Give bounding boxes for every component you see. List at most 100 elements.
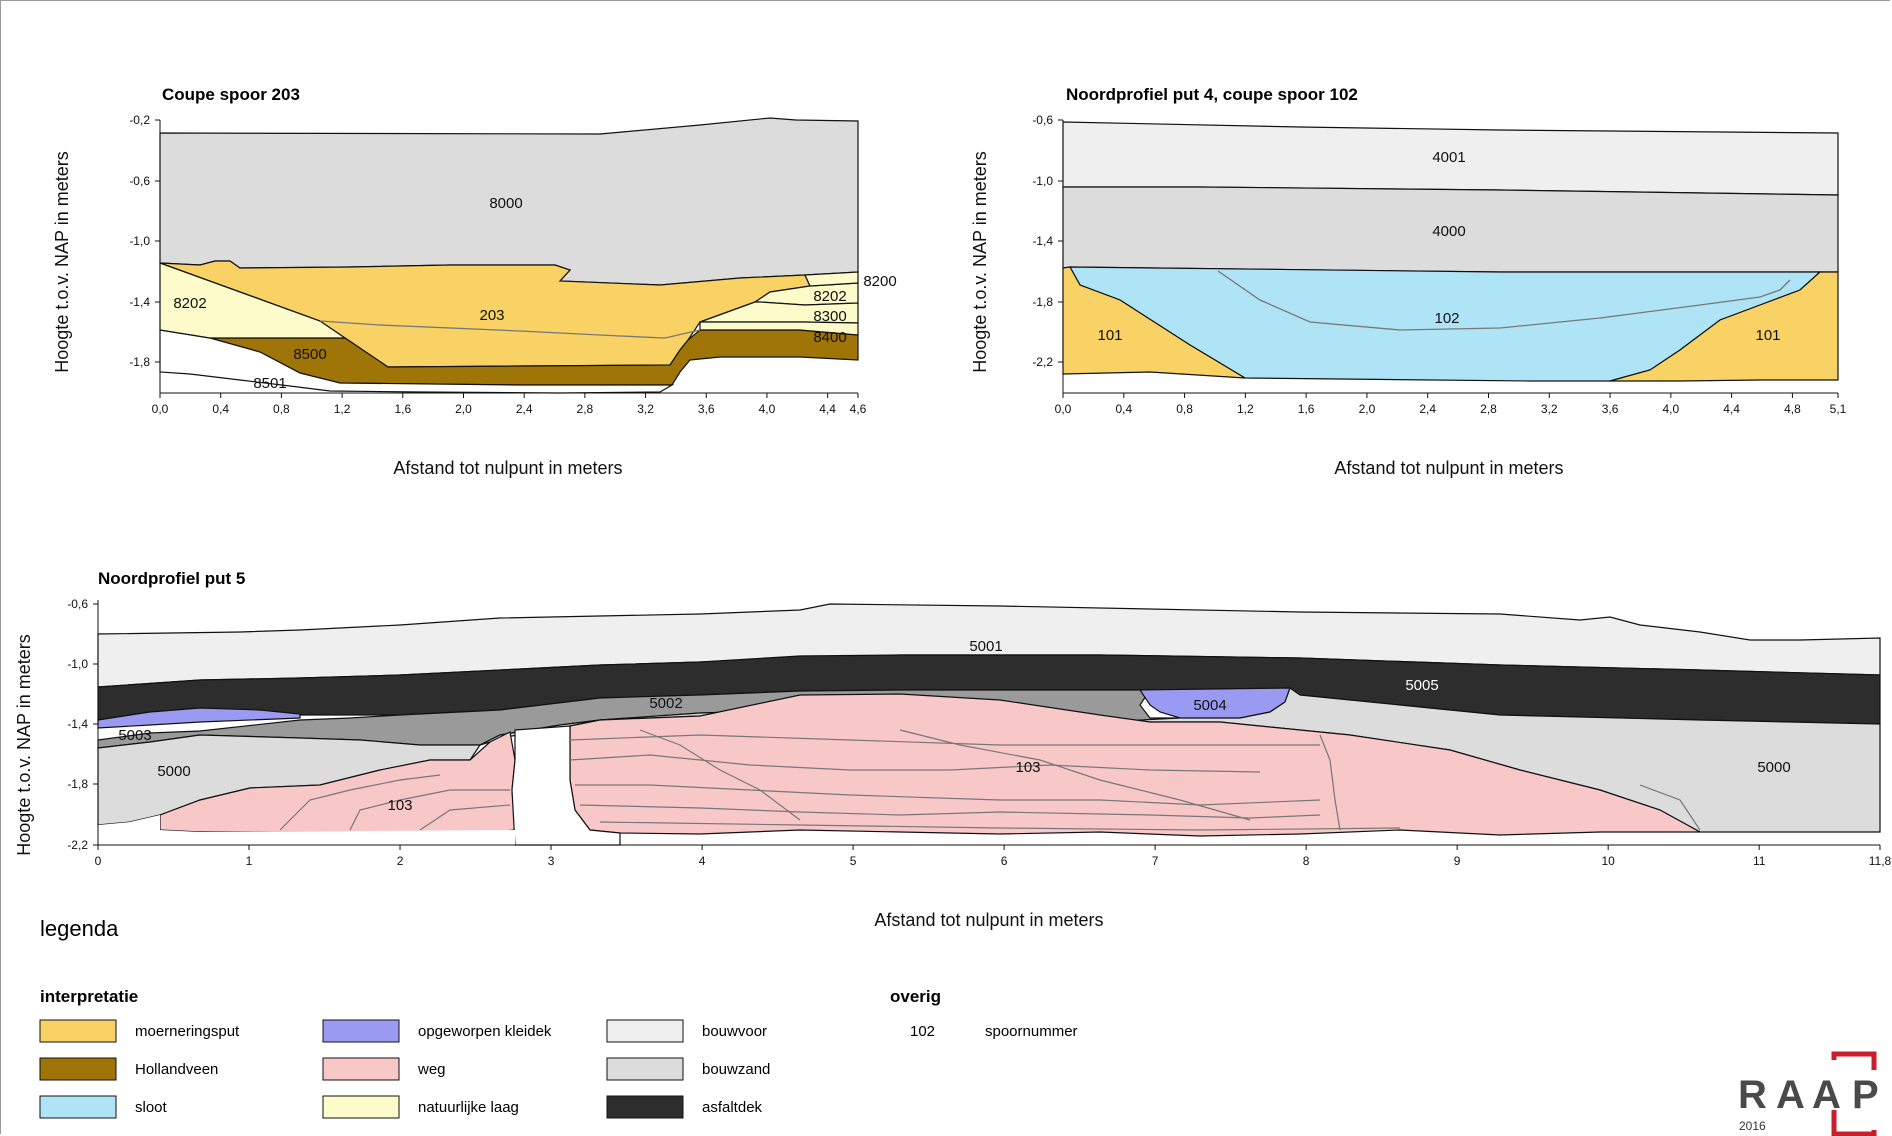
- logo-bracket-top: [1831, 1051, 1877, 1070]
- layer-103-weg-main: [569, 693, 1701, 837]
- gap-white-fill: [511, 725, 621, 846]
- p3-x-tick-label: 7: [1152, 854, 1159, 868]
- legend: legenda interpretatie overig moernerings…: [39, 916, 1078, 1119]
- p2-y-tick-label: -0,6: [1032, 113, 1053, 127]
- label-8300: 8300: [813, 308, 846, 325]
- internal-line-p2: [1217, 270, 1791, 331]
- p2-x-tick-label: 4,4: [1723, 402, 1740, 416]
- legend-label-bouwvoor: bouwvoor: [702, 1023, 767, 1040]
- p2-y-tick-label: -1,0: [1032, 174, 1053, 188]
- p2-x-tick-label: 0,8: [1176, 402, 1193, 416]
- profile3-title: Noordprofiel put 5: [98, 569, 245, 588]
- profile-noordprofiel-put-5: Noordprofiel put 5 0 1 2 3 4 5 6 7 8 9 10 11 1: [14, 569, 1892, 930]
- internal-line-p1: [319, 320, 701, 339]
- p2-y-tick-label: -1,8: [1032, 295, 1053, 309]
- p3-x-tick-label: 11,8: [1869, 854, 1892, 868]
- p1-y-tick-label: -1,8: [129, 355, 150, 369]
- p3-x-tick-label: 0: [95, 854, 102, 868]
- legend-swatch-opgeworpen-kleidek: [322, 1019, 400, 1043]
- p2-y-ticks: -0,6 -1,0 -1,4 -1,8 -2,2: [1032, 113, 1063, 369]
- p1-x-tick-label: 0,4: [212, 402, 229, 416]
- p2-x-tick-label: 1,6: [1298, 402, 1315, 416]
- legend-label-natuurlijke-laag: natuurlijke laag: [418, 1099, 519, 1116]
- p1-x-tick-label: 1,2: [334, 402, 351, 416]
- p1-x-tick-label: 0,0: [152, 402, 169, 416]
- p1-x-tick-label: 1,6: [394, 402, 411, 416]
- layer-8400-natuurlijk: [699, 321, 859, 336]
- p2-y-axis-title: Hoogte t.o.v. NAP in meters: [970, 151, 990, 372]
- legend-label-moerneringsput: moerneringsput: [135, 1023, 240, 1040]
- legend-items: moerneringsput Hollandveen sloot opgeworpen…: [39, 1019, 770, 1119]
- p2-y-tick-label: -2,2: [1032, 355, 1053, 369]
- p2-x-tick-label: 0,4: [1115, 402, 1132, 416]
- legend-label-hollandveen: Hollandveen: [135, 1061, 218, 1078]
- p3-x-axis-title: Afstand tot nulpunt in meters: [874, 910, 1103, 930]
- p1-x-ticks: 0,0 0,4 0,8 1,2 1,6 2,0 2,4 2,8 3,2 3,6 4,0 4,4 4,6: [152, 393, 867, 416]
- legend-swatch-sloot: [39, 1095, 117, 1119]
- p1-x-tick-label: 3,2: [637, 402, 654, 416]
- p3-y-tick-label: -1,0: [67, 657, 88, 671]
- label-5000-right: 5000: [1757, 759, 1790, 776]
- logo-letter-a1: A: [1776, 1073, 1805, 1117]
- legend-swatch-hollandveen: [39, 1057, 117, 1081]
- p1-x-tick-label: 4,4: [819, 402, 836, 416]
- p3-y-axis-title: Hoogte t.o.v. NAP in meters: [14, 634, 34, 855]
- legend-label-opgeworpen-kleidek: opgeworpen kleidek: [418, 1023, 552, 1040]
- p3-y-tick-label: -1,4: [67, 717, 88, 731]
- label-103-left: 103: [387, 797, 412, 814]
- p3-x-tick-label: 8: [1303, 854, 1310, 868]
- logo-letter-a2: A: [1812, 1073, 1841, 1117]
- logo-letter-r: R: [1738, 1073, 1773, 1117]
- p1-x-tick-label: 4,0: [759, 402, 776, 416]
- logo-bracket-bottom: [1831, 1110, 1877, 1136]
- p1-y-tick-label: -0,6: [129, 174, 150, 188]
- label-4001: 4001: [1432, 149, 1465, 166]
- label-103-main: 103: [1015, 759, 1040, 776]
- label-8500: 8500: [293, 346, 326, 363]
- p3-x-tick-label: 9: [1454, 854, 1461, 868]
- legend-swatch-bouwzand: [606, 1057, 684, 1081]
- logo-year: 2016: [1739, 1119, 1766, 1133]
- label-5002: 5002: [649, 695, 682, 712]
- p1-y-tick-label: -1,4: [129, 295, 150, 309]
- p3-x-tick-label: 6: [1001, 854, 1008, 868]
- p2-x-tick-label: 2,4: [1419, 402, 1436, 416]
- logo-letter-p: P: [1852, 1073, 1879, 1117]
- p3-x-tick-label: 4: [699, 854, 706, 868]
- label-5005: 5005: [1405, 677, 1438, 694]
- raap-logo: R A A P 2016: [1738, 1051, 1879, 1136]
- label-5004: 5004: [1193, 697, 1226, 714]
- p2-x-tick-label: 4,8: [1784, 402, 1801, 416]
- profile-coupe-spoor-203: Coupe spoor 203 0,0 0,4 0,8 1,2 1,6 2,0 2,4 2,8…: [52, 85, 897, 478]
- p1-y-tick-label: -0,2: [129, 113, 150, 127]
- p1-x-tick-label: 2,8: [577, 402, 594, 416]
- label-8202-left: 8202: [173, 295, 206, 312]
- p1-x-tick-label: 2,4: [516, 402, 533, 416]
- profile1-title: Coupe spoor 203: [162, 85, 300, 104]
- layer-101-left-moerneringsput: [1062, 266, 1246, 379]
- legend-swatch-moerneringsput: [39, 1019, 117, 1043]
- legend-label-sloot: sloot: [135, 1099, 168, 1116]
- p1-x-tick-label: 3,6: [698, 402, 715, 416]
- p3-y-ticks: -0,6 -1,0 -1,4 -1,8 -2,2: [67, 597, 98, 852]
- legend-interpretatie-heading: interpretatie: [40, 987, 138, 1006]
- p3-x-tick-label: 3: [548, 854, 555, 868]
- legend-swatch-bouwvoor: [606, 1019, 684, 1043]
- label-101-right: 101: [1755, 327, 1780, 344]
- label-4000: 4000: [1432, 223, 1465, 240]
- legend-overig-label: spoornummer: [985, 1023, 1078, 1040]
- p2-x-tick-label: 2,0: [1359, 402, 1376, 416]
- p1-y-ticks: -0,2 -0,6 -1,0 -1,4 -1,8: [129, 113, 160, 369]
- p2-x-tick-label: 4,0: [1662, 402, 1679, 416]
- p3-y-tick-label: -2,2: [67, 838, 88, 852]
- p2-x-tick-label: 0,0: [1055, 402, 1072, 416]
- p3-x-tick-label: 10: [1601, 854, 1615, 868]
- p2-x-axis-title: Afstand tot nulpunt in meters: [1334, 458, 1563, 478]
- p2-x-tick-label: 5,1: [1830, 402, 1847, 416]
- p1-x-tick-label: 0,8: [273, 402, 290, 416]
- legend-overig-heading: overig: [890, 987, 941, 1006]
- label-8501: 8501: [253, 375, 286, 392]
- label-8202-right: 8202: [813, 288, 846, 305]
